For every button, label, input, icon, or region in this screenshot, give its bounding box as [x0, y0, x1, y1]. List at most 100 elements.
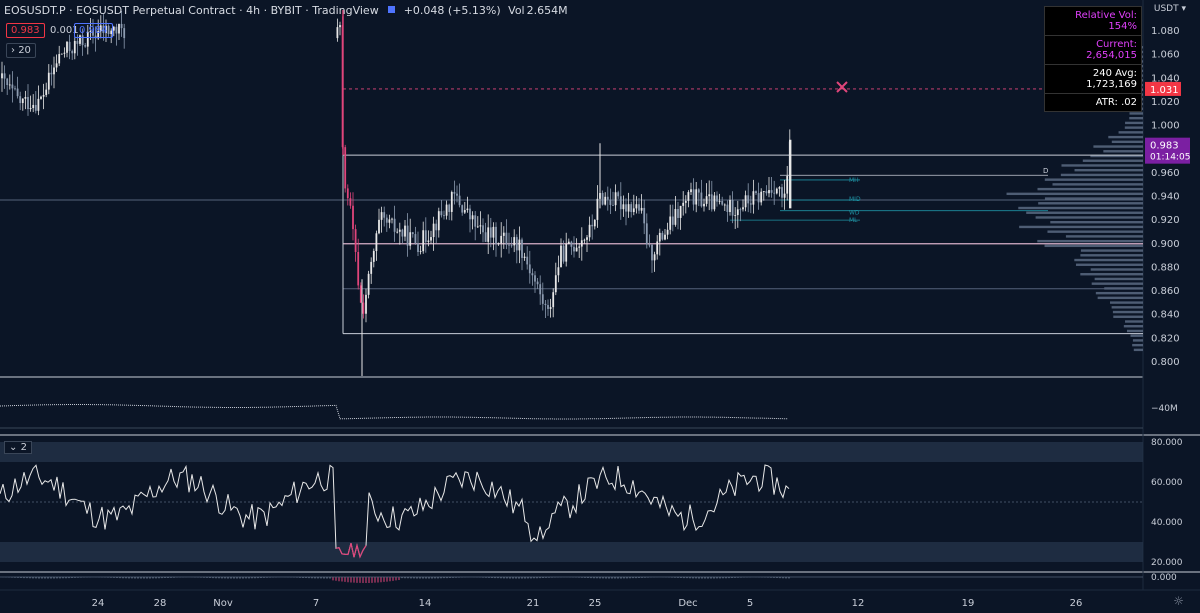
oversold-band — [0, 542, 1143, 562]
candle-body — [635, 204, 638, 209]
candle-body — [684, 200, 687, 203]
candle-body — [513, 237, 516, 246]
candle-body — [614, 192, 617, 206]
time-tick: 28 — [154, 598, 167, 609]
price-tick: 1.080 — [1151, 26, 1180, 37]
volume-profile-bar — [1125, 320, 1143, 323]
oscillator-length-badge[interactable]: ⌄ 2 — [4, 441, 32, 454]
candle-body — [1, 73, 3, 79]
settings-gear-icon[interactable]: ☼ — [1173, 594, 1184, 608]
flag-icon[interactable] — [388, 6, 396, 13]
time-tick: Dec — [678, 598, 697, 609]
candle-body — [349, 198, 352, 206]
candle-body — [492, 226, 495, 238]
symbol-title[interactable]: EOSUSDT.P · EOSUSDT Perpetual Contract ·… — [4, 4, 379, 17]
candle-body — [383, 212, 386, 218]
label-wd: WD — [849, 210, 860, 217]
time-tick: 25 — [589, 598, 602, 609]
volume-profile-bar — [1006, 192, 1143, 196]
price-change: +0.048 (+5.13%) — [403, 4, 501, 17]
candle-body — [414, 234, 417, 244]
volume-profile-bar — [1130, 334, 1143, 337]
candle-body — [94, 35, 97, 39]
label-ml: ML — [849, 217, 858, 224]
currency-selector[interactable]: USDT ▾ — [1154, 4, 1186, 14]
candle-body — [339, 25, 341, 28]
volume-profile-bar — [1038, 202, 1143, 205]
candle-body — [752, 191, 755, 205]
time-tick: 5 — [747, 598, 753, 609]
volume-profile-bar — [1050, 221, 1143, 224]
last-price-label — [1145, 137, 1190, 164]
candle-body — [63, 52, 66, 54]
countdown-text: 01:14:05 — [1150, 153, 1190, 163]
volume-profile-bar — [1111, 306, 1143, 309]
candle-body — [375, 233, 378, 251]
candle-body — [474, 215, 477, 227]
candle-body — [73, 40, 76, 54]
ask-price-button[interactable]: 0.984 — [74, 23, 113, 38]
candle-body — [690, 189, 692, 193]
chart-header: EOSUSDT.P · EOSUSDT Perpetual Contract ·… — [4, 4, 568, 17]
candle-body — [398, 229, 401, 232]
volume-profile-bar — [1080, 273, 1143, 276]
candle-body — [16, 88, 19, 97]
volume-profile-bar — [1118, 131, 1143, 134]
candle-body — [531, 273, 534, 276]
candle-body — [487, 227, 490, 242]
candle-body — [396, 231, 399, 233]
candle-body — [66, 41, 68, 53]
candle-body — [596, 198, 599, 220]
bid-price-button[interactable]: 0.983 — [6, 23, 45, 38]
candle-body — [656, 241, 659, 255]
oscillator-tick: 40.000 — [1151, 518, 1183, 528]
oscillator-oversold-line — [335, 542, 367, 559]
candle-body — [749, 203, 752, 205]
volume-profile-bar — [1094, 277, 1143, 281]
candle-body — [508, 244, 510, 246]
candle-body — [664, 234, 666, 240]
candle-body — [708, 194, 711, 197]
volume-value: 2.654M — [526, 4, 568, 17]
candle-body — [723, 204, 726, 206]
price-tick: 0.820 — [1151, 333, 1180, 344]
candle-body — [526, 256, 529, 265]
candle-body — [8, 84, 11, 86]
candle-body — [419, 251, 422, 252]
candle-body — [536, 281, 539, 285]
candle-body — [575, 247, 578, 252]
candle-body — [32, 104, 35, 109]
price-tick: 0.940 — [1151, 192, 1180, 203]
candle-body — [710, 194, 713, 210]
candle-body — [497, 243, 500, 245]
price-tick: 1.040 — [1151, 73, 1180, 84]
ma-length-value: 20 — [18, 45, 31, 56]
candle-body — [406, 225, 409, 246]
candle-body — [661, 232, 664, 240]
candle-body — [695, 189, 698, 205]
volume-profile-bar — [1061, 164, 1143, 167]
candle-body — [53, 67, 55, 75]
candle-body — [352, 205, 354, 230]
volume-profile-bar — [1108, 135, 1143, 139]
label-mh: MH — [849, 177, 859, 184]
volume-profile-bar — [1082, 159, 1143, 162]
candle-body — [401, 229, 404, 237]
candle-body — [495, 226, 497, 245]
oscillator-line — [0, 464, 790, 559]
candle-body — [632, 208, 635, 213]
candle-body — [388, 219, 391, 223]
volume-profile-bar — [1129, 112, 1143, 115]
ma-length-badge[interactable]: › 20 — [6, 43, 36, 58]
candle-body — [404, 225, 406, 237]
candle-body — [742, 207, 744, 210]
candle-body — [778, 187, 781, 189]
candle-body — [703, 203, 705, 207]
price-tick: 1.020 — [1151, 97, 1180, 108]
volume-profile-bar — [1125, 121, 1143, 125]
overbought-band — [0, 442, 1143, 462]
candle-body — [775, 188, 778, 194]
candle-body — [432, 223, 435, 238]
volume-profile-bar — [1103, 150, 1143, 153]
